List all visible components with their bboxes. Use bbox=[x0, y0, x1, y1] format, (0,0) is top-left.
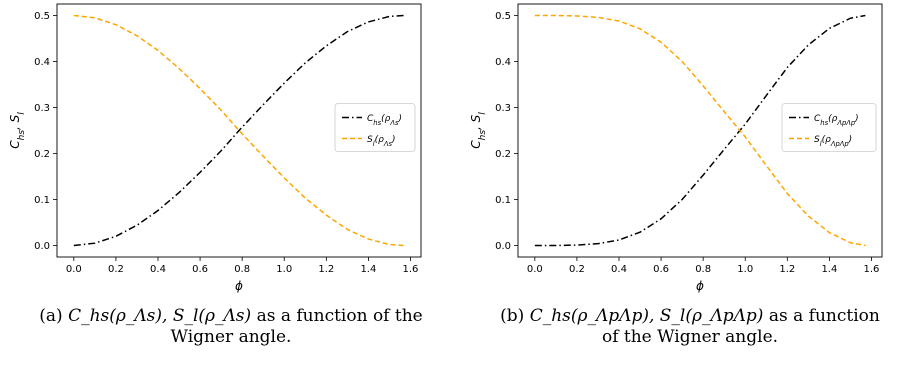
x-tick-label: 1.4 bbox=[821, 264, 837, 275]
y-tick-label: 0.4 bbox=[34, 57, 50, 68]
caption-a-math: C_hs(ρ_Λs), S_l(ρ_Λs) bbox=[68, 306, 252, 326]
x-tick-label: 0.6 bbox=[192, 264, 208, 275]
x-tick-label: 0.4 bbox=[611, 264, 627, 275]
y-tick-label: 0.2 bbox=[495, 149, 511, 160]
x-tick-label: 1.2 bbox=[779, 264, 795, 275]
x-tick-label: 0.2 bbox=[569, 264, 585, 275]
legend-label: Sl(ρΛs) bbox=[367, 135, 396, 148]
caption-a-text: as a function of the Wigner angle. bbox=[170, 306, 423, 347]
series-line-sl bbox=[534, 14, 866, 247]
y-tick-label: 0.3 bbox=[495, 103, 511, 114]
x-tick-label: 1.6 bbox=[403, 264, 419, 275]
y-tick-label: 0.1 bbox=[34, 195, 50, 206]
x-tick-label: 1.0 bbox=[276, 264, 292, 275]
legend-box bbox=[334, 103, 416, 152]
legend-label: Chs(ρΛpΛp) bbox=[814, 114, 859, 127]
legend-box bbox=[781, 103, 877, 152]
y-tick-label: 0.5 bbox=[495, 11, 511, 22]
chart-b: 0.0 0.2 0.4 0.6 0.8 1.0 1.2 1.4 1.6 0.0 0.1 0.2 0.3 0… bbox=[469, 3, 883, 293]
y-axis-label: Chs, Sl bbox=[8, 112, 27, 149]
plot-frame bbox=[517, 3, 883, 258]
y-tick-label: 0.5 bbox=[34, 11, 50, 22]
plot-frame bbox=[56, 3, 422, 258]
caption-a-tag: (a) bbox=[39, 306, 63, 326]
x-tick-label: 0.8 bbox=[695, 264, 711, 275]
caption-b-math: C_hs(ρ_ΛpΛp), S_l(ρ_ΛpΛp) bbox=[529, 306, 764, 326]
x-tick-label: 0.6 bbox=[653, 264, 669, 275]
series-line-chs bbox=[534, 14, 866, 247]
legend-label: Sl(ρΛpΛp) bbox=[814, 135, 852, 148]
caption-b: (b) C_hs(ρ_ΛpΛp), S_l(ρ_ΛpΛp) as a funct… bbox=[490, 306, 890, 348]
caption-b-tag: (b) bbox=[500, 306, 525, 326]
x-tick-label: 0.8 bbox=[234, 264, 250, 275]
x-tick-label: 0.0 bbox=[66, 264, 82, 275]
caption-b-text: as a function of the Wigner angle. bbox=[601, 306, 880, 347]
x-axis-label: ϕ bbox=[696, 279, 704, 293]
y-tick-label: 0.4 bbox=[495, 57, 511, 68]
legend-label: Chs(ρΛs) bbox=[367, 114, 402, 127]
caption-a: (a) C_hs(ρ_Λs), S_l(ρ_Λs) as a function … bbox=[31, 306, 431, 348]
x-tick-label: 0.0 bbox=[527, 264, 543, 275]
y-tick-label: 0.1 bbox=[495, 195, 511, 206]
x-tick-label: 1.0 bbox=[737, 264, 753, 275]
x-tick-label: 0.2 bbox=[108, 264, 124, 275]
y-tick-label: 0.3 bbox=[34, 103, 50, 114]
x-tick-label: 1.6 bbox=[864, 264, 880, 275]
y-axis-label: Chs, Sl bbox=[469, 112, 488, 149]
x-tick-label: 1.4 bbox=[360, 264, 376, 275]
series-line-chs bbox=[73, 14, 405, 247]
x-tick-label: 1.2 bbox=[318, 264, 334, 275]
x-tick-label: 0.4 bbox=[150, 264, 166, 275]
y-tick-label: 0.0 bbox=[495, 241, 511, 252]
chart-a: 0.0 0.2 0.4 0.6 0.8 1.0 1.2 1.4 1.6 0.0 0.1 0.2 0.3 0… bbox=[8, 3, 422, 293]
x-axis-label: ϕ bbox=[235, 279, 243, 293]
series-line-sl bbox=[73, 14, 405, 247]
y-tick-label: 0.2 bbox=[34, 149, 50, 160]
y-tick-label: 0.0 bbox=[34, 241, 50, 252]
